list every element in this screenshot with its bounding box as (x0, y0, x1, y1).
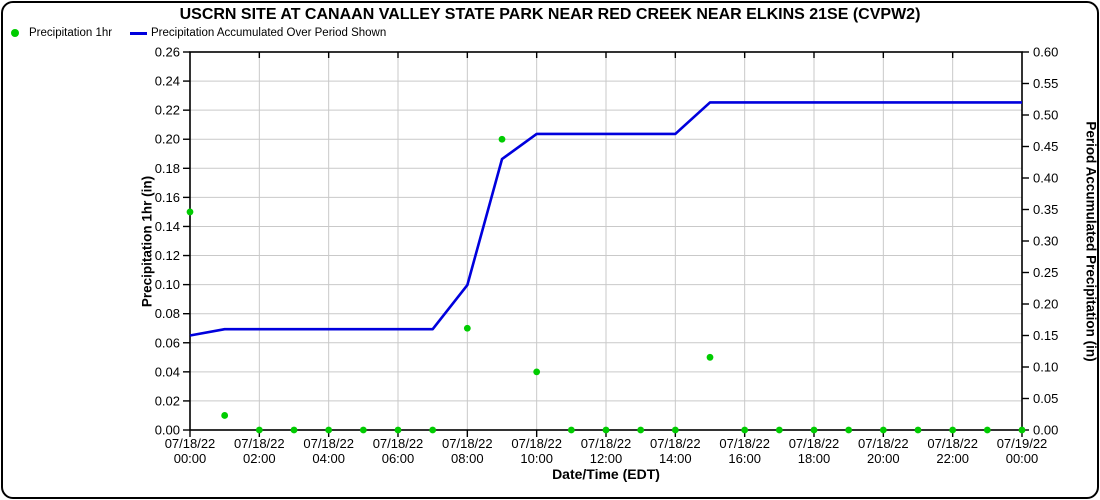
x-axis-title: Date/Time (EDT) (552, 466, 660, 482)
x-tick-date-label: 07/18/22 (581, 436, 632, 451)
x-tick-date-label: 07/18/22 (165, 436, 216, 451)
precip-1hr-dot (429, 426, 437, 434)
x-tick-time-label: 04:00 (312, 451, 345, 466)
precip-1hr-dot (775, 426, 783, 434)
chart-title: USCRN SITE AT CANAAN VALLEY STATE PARK N… (179, 6, 921, 23)
right-axis-tick-label: 0.25 (1033, 265, 1058, 280)
left-axis-tick-label: 0.22 (155, 103, 180, 118)
precip-1hr-dot (533, 368, 541, 376)
left-axis-tick-label: 0.26 (155, 45, 180, 60)
legend-label-accumulated: Precipitation Accumulated Over Period Sh… (151, 27, 387, 39)
left-axis-tick-label: 0.02 (155, 393, 180, 408)
left-axis-tick-label: 0.06 (155, 335, 180, 350)
right-axis-tick-label: 0.45 (1033, 139, 1058, 154)
x-tick-time-label: 12:00 (590, 451, 623, 466)
x-tick-date-label: 07/18/22 (858, 436, 909, 451)
precip-1hr-dot (498, 135, 506, 143)
right-axis-tick-label: 0.20 (1033, 297, 1058, 312)
precip-1hr-dot (914, 426, 922, 434)
precip-1hr-dot (1018, 426, 1026, 434)
precip-1hr-dot (741, 426, 749, 434)
x-tick-date-label: 07/18/22 (373, 436, 424, 451)
precip-1hr-dot (879, 426, 887, 434)
left-axis-tick-label: 0.20 (155, 132, 180, 147)
x-tick-date-label: 07/19/22 (997, 436, 1048, 451)
x-tick-date-label: 07/18/22 (789, 436, 840, 451)
x-tick-time-label: 14:00 (659, 451, 692, 466)
precip-1hr-dot (325, 426, 333, 434)
right-axis-tick-label: 0.35 (1033, 202, 1058, 217)
x-tick-time-label: 20:00 (867, 451, 900, 466)
precip-1hr-dot (567, 426, 575, 434)
left-axis-tick-label: 0.24 (155, 74, 180, 89)
right-axis-tick-label: 0.05 (1033, 391, 1058, 406)
x-tick-time-label: 06:00 (382, 451, 415, 466)
precip-1hr-dot (186, 208, 194, 216)
precip-1hr-dot (706, 353, 714, 361)
precip-1hr-dot (671, 426, 679, 434)
right-axis-tick-label: 0.40 (1033, 171, 1058, 186)
right-axis-tick-label: 0.15 (1033, 328, 1058, 343)
precip-1hr-dot (949, 426, 957, 434)
precip-1hr-dot (637, 426, 645, 434)
x-tick-time-label: 22:00 (936, 451, 969, 466)
legend-precip-dot-icon (11, 29, 19, 37)
precip-1hr-dot (845, 426, 853, 434)
right-axis-tick-label: 0.00 (1033, 423, 1058, 438)
x-tick-date-label: 07/18/22 (303, 436, 354, 451)
right-axis-tick-label: 0.50 (1033, 108, 1058, 123)
precip-1hr-dot (359, 426, 367, 434)
left-axis-tick-label: 0.00 (155, 423, 180, 438)
precip-1hr-dot (983, 426, 991, 434)
x-tick-time-label: 00:00 (1006, 451, 1039, 466)
x-tick-time-label: 10:00 (520, 451, 553, 466)
left-axis-tick-label: 0.14 (155, 219, 180, 234)
precip-1hr-dot (290, 426, 298, 434)
x-tick-date-label: 07/18/22 (927, 436, 978, 451)
x-tick-date-label: 07/18/22 (511, 436, 562, 451)
left-axis-tick-label: 0.18 (155, 161, 180, 176)
x-tick-date-label: 07/18/22 (719, 436, 770, 451)
x-tick-date-label: 07/18/22 (442, 436, 493, 451)
left-axis-tick-label: 0.04 (155, 364, 180, 379)
precip-1hr-dot (810, 426, 818, 434)
x-tick-time-label: 16:00 (728, 451, 761, 466)
left-axis-tick-label: 0.10 (155, 277, 180, 292)
precip-1hr-dot (221, 412, 229, 419)
precip-1hr-dot (463, 324, 471, 332)
precip-1hr-dot (394, 426, 402, 434)
x-tick-time-label: 08:00 (451, 451, 484, 466)
x-tick-time-label: 02:00 (243, 451, 276, 466)
right-axis-tick-label: 0.10 (1033, 360, 1058, 375)
legend-accum-line-icon (130, 32, 147, 35)
x-tick-time-label: 00:00 (174, 451, 207, 466)
x-tick-time-label: 18:00 (798, 451, 831, 466)
right-axis-tick-label: 0.55 (1033, 76, 1058, 91)
precip-1hr-dot (602, 426, 610, 434)
accumulated-precip-line (189, 101, 1022, 337)
right-axis-tick-label: 0.30 (1033, 234, 1058, 249)
precip-1hr-dot (255, 426, 263, 434)
x-tick-date-label: 07/18/22 (650, 436, 701, 451)
x-tick-date-label: 07/18/22 (234, 436, 285, 451)
right-axis-tick-label: 0.60 (1033, 45, 1058, 60)
left-axis-tick-label: 0.12 (155, 248, 180, 263)
legend-label-precip-1hr: Precipitation 1hr (29, 27, 113, 39)
left-axis-tick-label: 0.08 (155, 306, 180, 321)
left-axis-tick-label: 0.16 (155, 190, 180, 205)
